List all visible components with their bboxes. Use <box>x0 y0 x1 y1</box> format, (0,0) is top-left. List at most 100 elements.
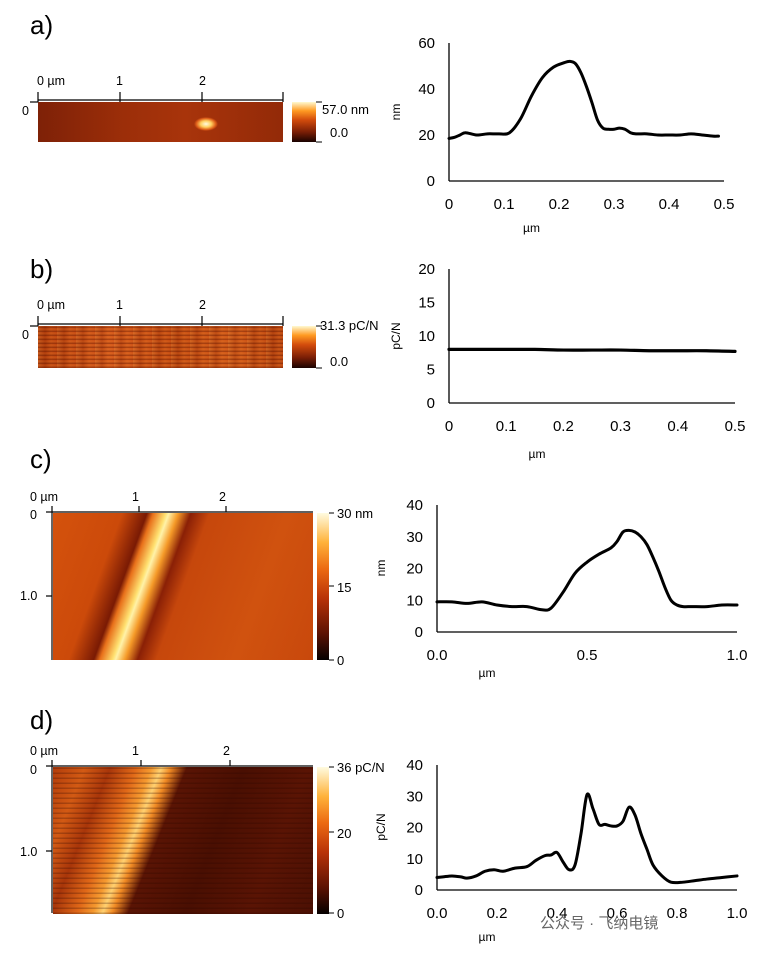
watermark: 公众号 · 飞纳电镜 <box>540 915 659 932</box>
chart-a-ytick-label: 60 <box>418 35 435 52</box>
colorbar-b <box>292 326 316 368</box>
map-b-ytick-0: 0 <box>22 328 29 342</box>
chart-d-ytick-label: 20 <box>406 820 423 837</box>
chart-c-ytick-label: 0 <box>415 624 423 641</box>
map-a-xtick-0: 0 µm <box>37 74 66 88</box>
chart-c-xtick-label: 0.5 <box>577 647 598 664</box>
chart-c-ytick-label: 10 <box>406 592 423 609</box>
chart-c-ylabel: nm <box>374 560 388 577</box>
colorbar-c-mid: 15 <box>337 580 352 595</box>
chart-a-xtick-label: 0 <box>445 196 453 213</box>
map-b-xtick-2: 2 <box>199 298 206 312</box>
map-c-xtick-1: 1 <box>132 490 139 504</box>
chart-b-ytick-label: 10 <box>418 328 435 345</box>
map-a-ytick-0: 0 <box>22 104 29 118</box>
chart-d-xtick-label: 0.4 <box>547 905 568 922</box>
chart-d-xtick-label: 0.8 <box>667 905 688 922</box>
chart-d-ytick-label: 40 <box>406 757 423 774</box>
map-c-ytick-1: 1.0 <box>20 589 38 603</box>
chart-c-ytick-label: 20 <box>406 561 423 578</box>
colorbar-a-min: 0.0 <box>330 125 349 140</box>
chart-d-xtick-label: 0.6 <box>607 905 628 922</box>
piezo-map-d <box>53 767 313 914</box>
colorbar-b-min: 0.0 <box>330 354 349 369</box>
chart-b-ytick-label: 0 <box>427 395 435 412</box>
chart-d-xtick-label: 1.0 <box>727 905 748 922</box>
chart-c-xtick-label: 1.0 <box>727 647 748 664</box>
map-d-xtick-2: 2 <box>223 744 230 758</box>
map-a-xtick-1: 1 <box>116 74 123 88</box>
colorbar-d-mid: 20 <box>337 826 352 841</box>
chart-d-ytick-label: 10 <box>406 851 423 868</box>
chart-a-xtick-label: 0.5 <box>714 196 735 213</box>
chart-a-series-line <box>447 59 720 140</box>
chart-a-xtick-label: 0.2 <box>549 196 570 213</box>
height-map-c <box>53 513 313 660</box>
chart-c-xlabel: µm <box>479 666 496 680</box>
chart-d-xtick-label: 0.0 <box>427 905 448 922</box>
chart-d-xlabel: µm <box>479 930 496 944</box>
map-d-ytick-1: 1.0 <box>20 845 38 859</box>
chart-b-xtick-label: 0.1 <box>496 418 517 435</box>
chart-a-ytick-label: 20 <box>418 127 435 144</box>
panel-label-d: d) <box>30 705 54 735</box>
chart-a-ytick-label: 0 <box>427 173 435 190</box>
colorbar-c <box>317 513 329 660</box>
piezo-map-b <box>38 326 283 368</box>
chart-d-xtick-label: 0.2 <box>487 905 508 922</box>
chart-d-ytick-label: 0 <box>415 882 423 899</box>
colorbar-c-min: 0 <box>337 653 345 668</box>
colorbar-d-min: 0 <box>337 906 345 921</box>
chart-b-xtick-label: 0 <box>445 418 453 435</box>
chart-b-xtick-label: 0.3 <box>610 418 631 435</box>
chart-b-ytick-label: 5 <box>427 362 435 379</box>
map-a-xtick-2: 2 <box>199 74 206 88</box>
chart-a-xtick-label: 0.4 <box>659 196 680 213</box>
map-d-xtick-1: 1 <box>132 744 139 758</box>
chart-b-xtick-label: 0.4 <box>667 418 688 435</box>
colorbar-a <box>292 102 316 142</box>
chart-b-ytick-label: 20 <box>418 261 435 278</box>
chart-b-ytick-label: 15 <box>418 295 435 312</box>
map-b-xtick-0: 0 µm <box>37 298 66 312</box>
chart-a-ytick-label: 40 <box>418 81 435 98</box>
panel-label-c: c) <box>30 444 52 474</box>
map-b-xtick-1: 1 <box>116 298 123 312</box>
chart-b-xlabel: µm <box>529 447 546 461</box>
panel-label-a: a) <box>30 10 54 40</box>
chart-d-ylabel: pC/N <box>374 813 388 840</box>
panel-label-b: b) <box>30 254 54 284</box>
chart-b-series-line <box>447 347 737 354</box>
chart-c-xtick-label: 0.0 <box>427 647 448 664</box>
height-map-a <box>38 102 283 142</box>
colorbar-c-max: 30 nm <box>337 506 374 521</box>
map-d-xtick-0: 0 µm <box>30 744 59 758</box>
chart-a-ylabel: nm <box>389 104 403 121</box>
colorbar-d <box>317 767 329 914</box>
chart-c-ytick-label: 40 <box>406 497 423 514</box>
chart-b-xtick-label: 0.5 <box>725 418 746 435</box>
chart-a-xtick-label: 0.3 <box>604 196 625 213</box>
colorbar-d-max: 36 pC/N <box>337 760 385 775</box>
chart-b-ylabel: pC/N <box>389 322 403 349</box>
chart-a-xtick-label: 0.1 <box>494 196 515 213</box>
map-d-ytick-0: 0 <box>30 763 37 777</box>
chart-c-ytick-label: 30 <box>406 529 423 546</box>
map-c-xtick-2: 2 <box>219 490 226 504</box>
colorbar-a-max: 57.0 nm <box>322 102 369 117</box>
chart-b-xtick-label: 0.2 <box>553 418 574 435</box>
chart-a-xlabel: µm <box>523 221 540 235</box>
map-c-xtick-0: 0 µm <box>30 490 59 504</box>
chart-d-ytick-label: 30 <box>406 788 423 805</box>
map-c-ytick-0: 0 <box>30 508 37 522</box>
colorbar-b-max: 31.3 pC/N <box>320 318 379 333</box>
chart-c-series-line <box>435 528 739 612</box>
